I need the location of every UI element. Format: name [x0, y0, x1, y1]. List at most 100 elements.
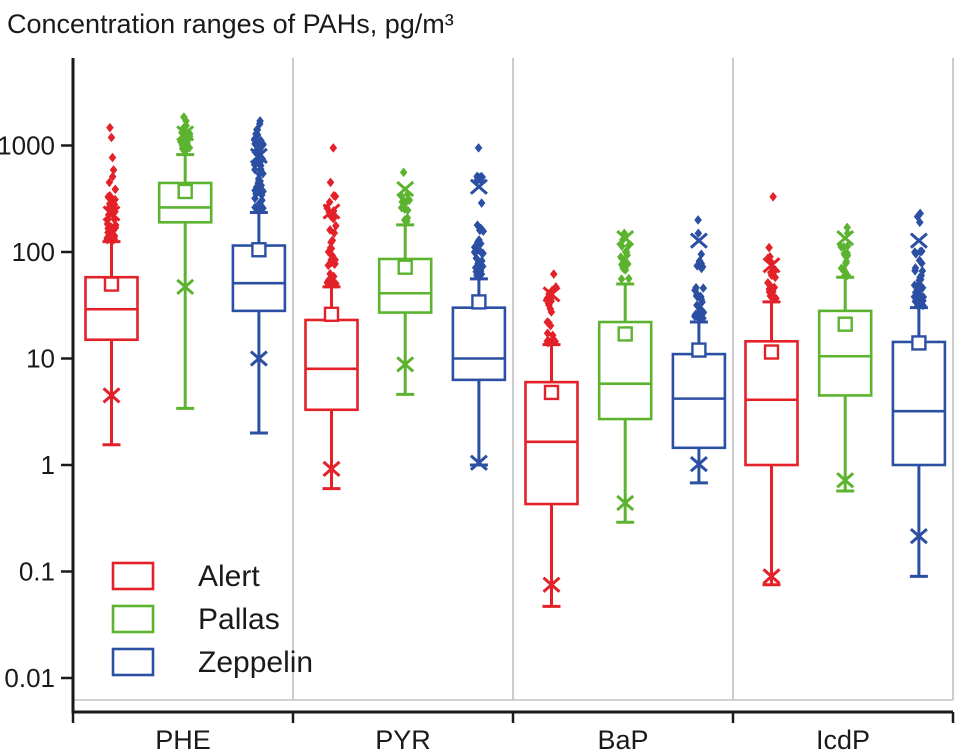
- boxplot-phe-alert: [84, 122, 139, 447]
- outlier-point: [910, 280, 919, 291]
- outlier-point: [694, 215, 702, 225]
- outlier-point: [913, 211, 922, 222]
- outlier-point: [111, 194, 119, 205]
- category-label-pyr: PYR: [375, 725, 431, 755]
- outlier-point: [331, 191, 340, 202]
- boxplot-phe-zeppelin: [231, 116, 287, 435]
- outlier-point: [258, 186, 266, 196]
- outlier-point: [332, 221, 340, 231]
- legend: Alert Pallas Zeppelin: [111, 560, 313, 679]
- category-label-bap: BaP: [597, 725, 648, 755]
- outlier-point: [251, 185, 259, 196]
- outlier-point: [766, 291, 775, 301]
- outlier-point: [179, 144, 188, 155]
- outlier-point: [104, 214, 112, 224]
- outlier-point: [402, 196, 410, 207]
- boxplot-icdp-pallas: [817, 222, 873, 493]
- outlier-point: [549, 269, 558, 279]
- outlier-point: [623, 250, 631, 260]
- outlier-point: [547, 292, 556, 303]
- outlier-point: [398, 197, 407, 207]
- outlier-point: [326, 225, 334, 235]
- percentile-x-mark: [249, 350, 268, 367]
- mean-marker: [763, 344, 780, 360]
- outlier-point: [624, 273, 633, 284]
- percentile-x-mark: [102, 205, 121, 222]
- outlier-point: [914, 300, 922, 311]
- outlier-point: [253, 136, 261, 147]
- percentile-x-mark: [396, 356, 415, 373]
- outlier-point: [690, 311, 699, 322]
- outlier-point: [694, 307, 703, 318]
- iqr-box: [891, 340, 947, 467]
- outlier-point: [397, 202, 406, 213]
- percentile-x-mark: [616, 494, 635, 512]
- category-label-phe: PHE: [155, 725, 211, 755]
- outlier-point: [250, 160, 259, 170]
- mean-marker: [543, 384, 560, 401]
- percentile-x-mark: [176, 125, 195, 142]
- outlier-point: [624, 240, 633, 251]
- boxplot-pyr-alert: [304, 143, 359, 491]
- outlier-point: [251, 164, 259, 175]
- outlier-point: [110, 214, 119, 225]
- outlier-point: [474, 143, 483, 153]
- outlier-point: [693, 261, 701, 271]
- outlier-point: [179, 123, 188, 133]
- legend-item-alert: Alert: [111, 560, 260, 593]
- outlier-point: [842, 258, 850, 269]
- outlier-point: [545, 336, 553, 347]
- outlier-point: [695, 256, 704, 267]
- outlier-point: [691, 285, 699, 296]
- outlier-point: [915, 283, 924, 294]
- outlier-point: [617, 252, 625, 262]
- mean-marker: [691, 342, 707, 358]
- outlier-point: [327, 237, 335, 248]
- percentile-x-mark: [762, 257, 781, 274]
- outlier-point: [329, 143, 338, 153]
- outlier-point: [843, 270, 852, 281]
- legend-item-zeppelin: Zeppelin: [111, 646, 313, 679]
- outlier-point: [551, 336, 560, 347]
- outlier-point: [915, 217, 924, 228]
- y-tick-label: 1000: [0, 131, 55, 161]
- outlier-point: [911, 265, 919, 276]
- legend-label: Zeppelin: [198, 646, 313, 679]
- percentile-x-mark: [469, 454, 488, 471]
- chart-title: Concentration ranges of PAHs, pg/m³: [7, 9, 454, 39]
- percentile-x-mark: [542, 576, 561, 593]
- outlier-point: [911, 287, 920, 298]
- outlier-point: [771, 272, 780, 283]
- percentile-x-mark: [322, 203, 341, 220]
- outlier-point: [472, 266, 481, 277]
- outlier-point: [330, 228, 339, 238]
- outlier-point: [693, 291, 702, 302]
- percentile-x-mark: [542, 286, 561, 303]
- iqr-box: [671, 352, 727, 450]
- outlier-point: [840, 242, 848, 252]
- mean-marker: [103, 276, 120, 292]
- outlier-point: [770, 293, 778, 304]
- outlier-point: [251, 193, 259, 204]
- boxplot-phe-pallas: [157, 112, 213, 410]
- outlier-point: [698, 261, 707, 272]
- outlier-point: [473, 175, 482, 186]
- outlier-point: [251, 202, 259, 213]
- mean-marker: [837, 316, 853, 332]
- outlier-point: [620, 228, 629, 239]
- outlier-point: [618, 241, 626, 252]
- boxplot-icdp-alert: [744, 191, 799, 587]
- outlier-point: [258, 195, 266, 206]
- legend-swatch: [111, 561, 155, 591]
- iqr-box: [304, 318, 359, 412]
- percentile-x-mark: [396, 180, 415, 198]
- outlier-point: [476, 267, 485, 278]
- outlier-point: [915, 255, 924, 266]
- outlier-point: [693, 300, 701, 311]
- outlier-point: [328, 250, 337, 261]
- outlier-point: [399, 167, 408, 178]
- outlier-point: [843, 222, 851, 233]
- percentile-x-mark: [689, 232, 708, 249]
- outlier-point: [108, 171, 117, 182]
- outlier-point: [105, 177, 114, 188]
